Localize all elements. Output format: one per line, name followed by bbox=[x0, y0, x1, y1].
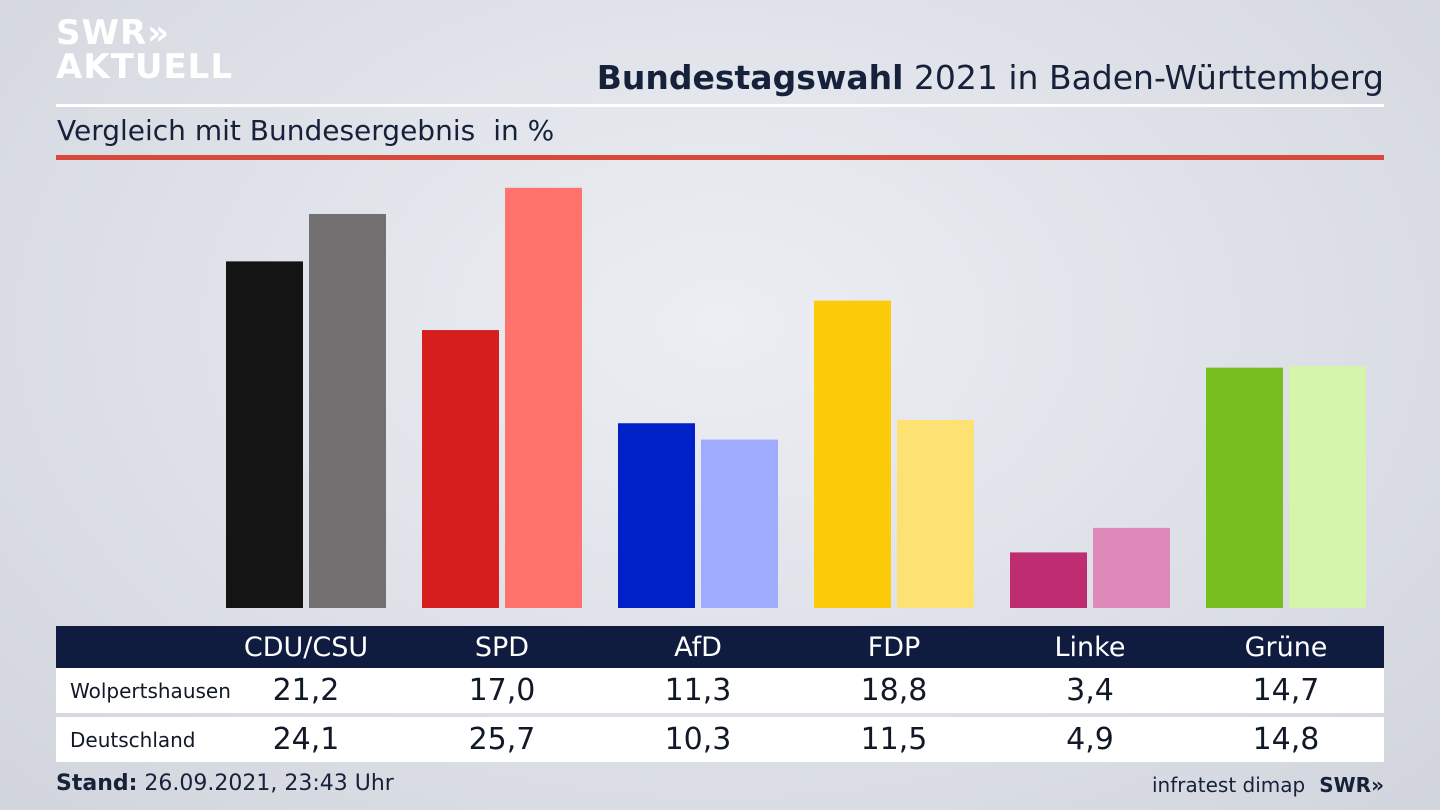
table-cell: 4,9 bbox=[1066, 722, 1114, 757]
table-cell: 14,8 bbox=[1252, 722, 1320, 757]
column-header: CDU/CSU bbox=[243, 631, 369, 663]
page-title: Bundestagswahl 2021 in Baden-Württemberg bbox=[597, 58, 1384, 97]
bar-linke-deutschland bbox=[1093, 527, 1170, 608]
title-bold: Bundestagswahl bbox=[596, 58, 904, 97]
subtitle: Vergleich mit Bundesergebnis in % bbox=[57, 114, 554, 147]
column-header: FDP bbox=[867, 631, 921, 663]
bar-grüne-wolpertshausen bbox=[1206, 367, 1283, 608]
subtitle-text: Vergleich mit Bundesergebnis bbox=[57, 114, 476, 147]
table-cell: 3,4 bbox=[1066, 673, 1114, 708]
column-header: SPD bbox=[474, 631, 530, 663]
bar-fdp-wolpertshausen bbox=[814, 300, 891, 608]
logo-line-2: AKTUELL bbox=[56, 47, 234, 87]
swr-brand-logo: SWR» bbox=[1319, 773, 1384, 797]
table-cell: 10,3 bbox=[664, 722, 732, 757]
bar-cducsu-wolpertshausen bbox=[226, 261, 303, 608]
table-row: Wolpertshausen 21,2 17,0 11,3 18,8 3,4 14,7 bbox=[56, 668, 1384, 713]
bar-spd-deutschland bbox=[505, 187, 582, 608]
row-label: Wolpertshausen bbox=[70, 678, 231, 703]
bar-afd-wolpertshausen bbox=[618, 423, 695, 608]
bar-fdp-deutschland bbox=[897, 419, 974, 608]
row-label: Deutschland bbox=[70, 727, 196, 752]
table-header: CDU/CSU SPD AfD FDP Linke Grüne bbox=[56, 626, 1384, 668]
unit-label: in % bbox=[493, 114, 555, 147]
source-text: infratest dimap bbox=[1152, 773, 1306, 797]
stand-label: Stand: bbox=[56, 771, 138, 796]
column-header: AfD bbox=[674, 631, 722, 663]
bar-afd-deutschland bbox=[701, 439, 778, 608]
column-header: Grüne bbox=[1244, 631, 1328, 663]
table-cell: 24,1 bbox=[272, 722, 340, 757]
swr-aktuell-logo: SWR» AKTUELL bbox=[56, 16, 233, 84]
source-credit: infratest dimap SWR» bbox=[1152, 773, 1384, 797]
table-cell: 11,3 bbox=[664, 673, 732, 708]
bar-cducsu-deutschland bbox=[309, 213, 386, 608]
title-divider bbox=[56, 104, 1384, 107]
logo-line-1: SWR» bbox=[56, 13, 171, 53]
table-cell: 14,7 bbox=[1252, 673, 1320, 708]
bar-spd-wolpertshausen bbox=[422, 330, 499, 608]
table-cell: 21,2 bbox=[272, 673, 340, 708]
table-cell: 25,7 bbox=[468, 722, 536, 757]
bar-linke-wolpertshausen bbox=[1010, 552, 1087, 608]
stand-value: 26.09.2021, 23:43 Uhr bbox=[137, 771, 394, 796]
table-row: Deutschland 24,1 25,7 10,3 11,5 4,9 14,8 bbox=[56, 717, 1384, 762]
title-rest: 2021 in Baden-Württemberg bbox=[903, 58, 1384, 97]
table-cell: 11,5 bbox=[860, 722, 928, 757]
table-cell: 18,8 bbox=[860, 673, 928, 708]
results-table: CDU/CSU SPD AfD FDP Linke Grüne Wolpertshause… bbox=[56, 626, 1384, 762]
bar-chart bbox=[226, 187, 1366, 608]
column-header: Linke bbox=[1054, 631, 1126, 663]
table-cell: 17,0 bbox=[468, 673, 536, 708]
subtitle-divider bbox=[56, 155, 1384, 160]
timestamp: Stand: 26.09.2021, 23:43 Uhr bbox=[56, 771, 394, 796]
bar-grüne-deutschland bbox=[1289, 366, 1366, 608]
